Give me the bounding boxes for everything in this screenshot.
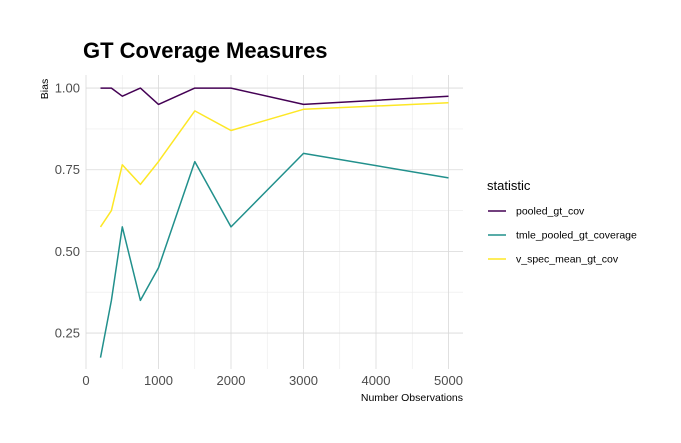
x-tick-label: 3000 — [289, 373, 318, 388]
legend-label-v_spec_mean_gt_cov: v_spec_mean_gt_cov — [516, 254, 619, 266]
series-line-pooled_gt_cov — [100, 87, 449, 106]
legend-label-tmle_pooled_gt_coverage: tmle_pooled_gt_coverage — [516, 230, 637, 242]
tick-labels: 0 1000 2000 3000 4000 5000 0.25 0.50 0.75 1.00 — [55, 81, 463, 388]
series-line-tmle_pooled_gt_coverage — [99, 152, 449, 358]
grid — [85, 75, 463, 369]
x-tick-label: 1000 — [144, 373, 173, 388]
x-tick-label: 2000 — [217, 373, 246, 388]
x-axis-title: Number Observations — [361, 392, 463, 404]
y-tick-label: 0.50 — [55, 244, 80, 259]
y-axis-title: Bias — [39, 79, 51, 99]
y-tick-label: 0.75 — [55, 162, 80, 177]
legend-title: statistic — [487, 178, 531, 193]
x-tick-label: 0 — [82, 373, 89, 388]
x-tick-label: 4000 — [362, 373, 391, 388]
chart-title: GT Coverage Measures — [83, 38, 328, 63]
x-tick-label: 5000 — [434, 373, 463, 388]
series-layer — [99, 87, 449, 358]
legend-label-pooled_gt_cov: pooled_gt_cov — [516, 206, 585, 218]
y-tick-label: 1.00 — [55, 81, 80, 96]
y-tick-label: 0.25 — [55, 326, 80, 341]
series-line-v_spec_mean_gt_cov — [99, 102, 449, 228]
legend: statistic pooled_gt_cov tmle_pooled_gt_co… — [487, 178, 637, 266]
